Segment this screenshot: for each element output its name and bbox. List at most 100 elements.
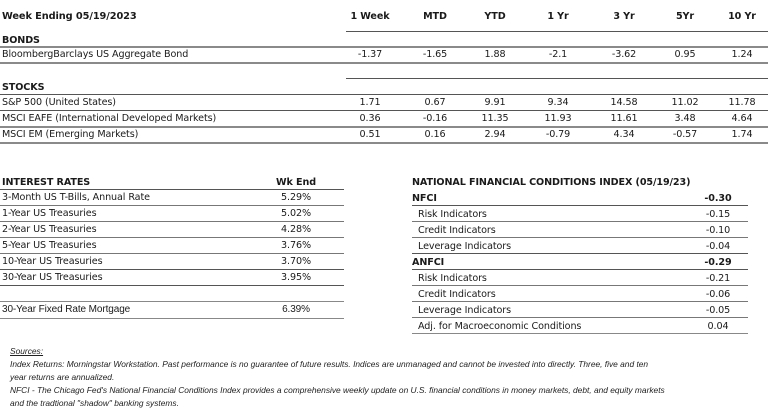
cell-value: -1.65 [422,49,448,60]
divider [412,285,748,286]
cell-value: 0.95 [674,49,696,60]
report-title: Week Ending 05/19/2023 [2,11,137,22]
stocks-label: STOCKS [2,82,45,93]
row-name: Credit Indicators [418,225,496,236]
table-row: Leverage Indicators -0.05 [412,303,748,318]
cell-value: -3.62 [611,49,637,60]
cell-value: -0.05 [705,305,731,316]
cell-value: 11.35 [481,113,509,124]
nfci-title: NATIONAL FINANCIAL CONDITIONS INDEX (05/… [412,177,691,188]
cell-value: 1.71 [359,97,381,108]
col-header-ytd: YTD [484,11,506,22]
divider [0,94,768,95]
divider [0,253,344,254]
footnote-line: Index Returns: Morningstar Workstation. … [10,359,649,369]
row-name: 10-Year US Treasuries [2,256,103,267]
row-name: Leverage Indicators [418,241,512,252]
divider [412,317,748,318]
cell-value: 0.51 [359,129,381,140]
cell-value: -0.30 [704,193,732,204]
divider [412,333,748,334]
table-row: 10-Year US Treasuries 3.70% [0,254,344,269]
interest-rates-label: INTEREST RATES [2,177,91,188]
cell-value: -0.21 [705,273,731,284]
cell-value: 6.39% [282,304,310,315]
cell-value: 4.34 [613,129,635,140]
cell-value: 14.58 [610,97,638,108]
row-name: 5-Year US Treasuries [2,240,97,251]
divider [0,205,344,206]
cell-value: 0.04 [707,321,729,332]
divider [412,205,748,206]
table-row: Credit Indicators -0.06 [412,287,748,302]
row-name: Credit Indicators [418,289,496,300]
cell-value: 11.93 [544,113,572,124]
cell-value: -0.06 [705,289,731,300]
table-row: S&P 500 (United States) 1.71 0.67 9.91 9… [0,95,768,110]
cell-value: 0.36 [359,113,381,124]
table-row: 1-Year US Treasuries 5.02% [0,206,344,221]
cell-value: -0.10 [705,225,731,236]
divider [0,269,344,270]
table-row: Leverage Indicators -0.04 [412,239,748,254]
table-row: ANFCI -0.29 [412,255,748,270]
footnote-line: year returns are annualized. [10,372,115,382]
col-header-1yr: 1 Yr [547,11,569,22]
divider [412,269,748,270]
table-row-mortgage: 30-Year Fixed Rate Mortgage 6.39% [0,302,344,317]
cell-value: -0.29 [704,257,732,268]
cell-value: 2.94 [484,129,506,140]
cell-value: 0.16 [424,129,446,140]
table-row: Risk Indicators -0.21 [412,271,748,286]
row-name: MSCI EM (Emerging Markets) [2,129,139,140]
row-name: Risk Indicators [418,273,487,284]
cell-value: 1.88 [484,49,506,60]
cell-value: 3.76% [281,240,311,251]
col-header-5yr: 5Yr [675,11,695,22]
table-row: MSCI EAFE (International Developed Marke… [0,111,768,126]
cell-value: 11.78 [728,97,756,108]
header-rule [346,31,768,32]
table-row: 2-Year US Treasuries 4.28% [0,222,344,237]
divider [412,253,748,254]
cell-value: 0.67 [424,97,446,108]
cell-value: 3.70% [281,256,311,267]
divider [0,285,344,286]
row-name: 30-Year US Treasuries [2,272,103,283]
row-name: BloombergBarclays US Aggregate Bond [2,49,189,60]
row-name: 2-Year US Treasuries [2,224,97,235]
divider [0,301,344,302]
cell-value: 9.91 [484,97,506,108]
row-name: MSCI EAFE (International Developed Marke… [2,113,217,124]
col-header-1week: 1 Week [350,11,390,22]
cell-value: 5.02% [281,208,311,219]
divider [0,126,768,128]
divider [0,189,344,190]
cell-value: -0.79 [545,129,571,140]
table-row: 3-Month US T-Bills, Annual Rate 5.29% [0,190,344,205]
cell-value: -1.37 [357,49,383,60]
cell-value: 11.61 [610,113,638,124]
divider [0,237,344,238]
table-row: Risk Indicators -0.15 [412,207,748,222]
footnote-line: NFCI - The Chicago Fed's National Financ… [10,385,665,395]
table-row: Credit Indicators -0.10 [412,223,748,238]
divider [412,301,748,302]
cell-value: 3.95% [281,272,311,283]
table-row: NFCI -0.30 [412,191,748,206]
cell-value: -0.04 [705,241,731,252]
cell-value: 3.48 [674,113,696,124]
divider [0,46,768,48]
divider [0,142,768,144]
divider [0,62,768,64]
cell-value: -0.15 [705,209,731,220]
row-name: Adj. for Macroeconomic Conditions [418,321,582,332]
row-name: ANFCI [412,257,445,268]
bonds-label: BONDS [2,35,40,46]
divider [0,221,344,222]
row-name: Leverage Indicators [418,305,512,316]
cell-value: -2.1 [548,49,568,60]
cell-value: 5.29% [281,192,311,203]
cell-value: 11.02 [671,97,699,108]
col-header-3yr: 3 Yr [613,11,635,22]
